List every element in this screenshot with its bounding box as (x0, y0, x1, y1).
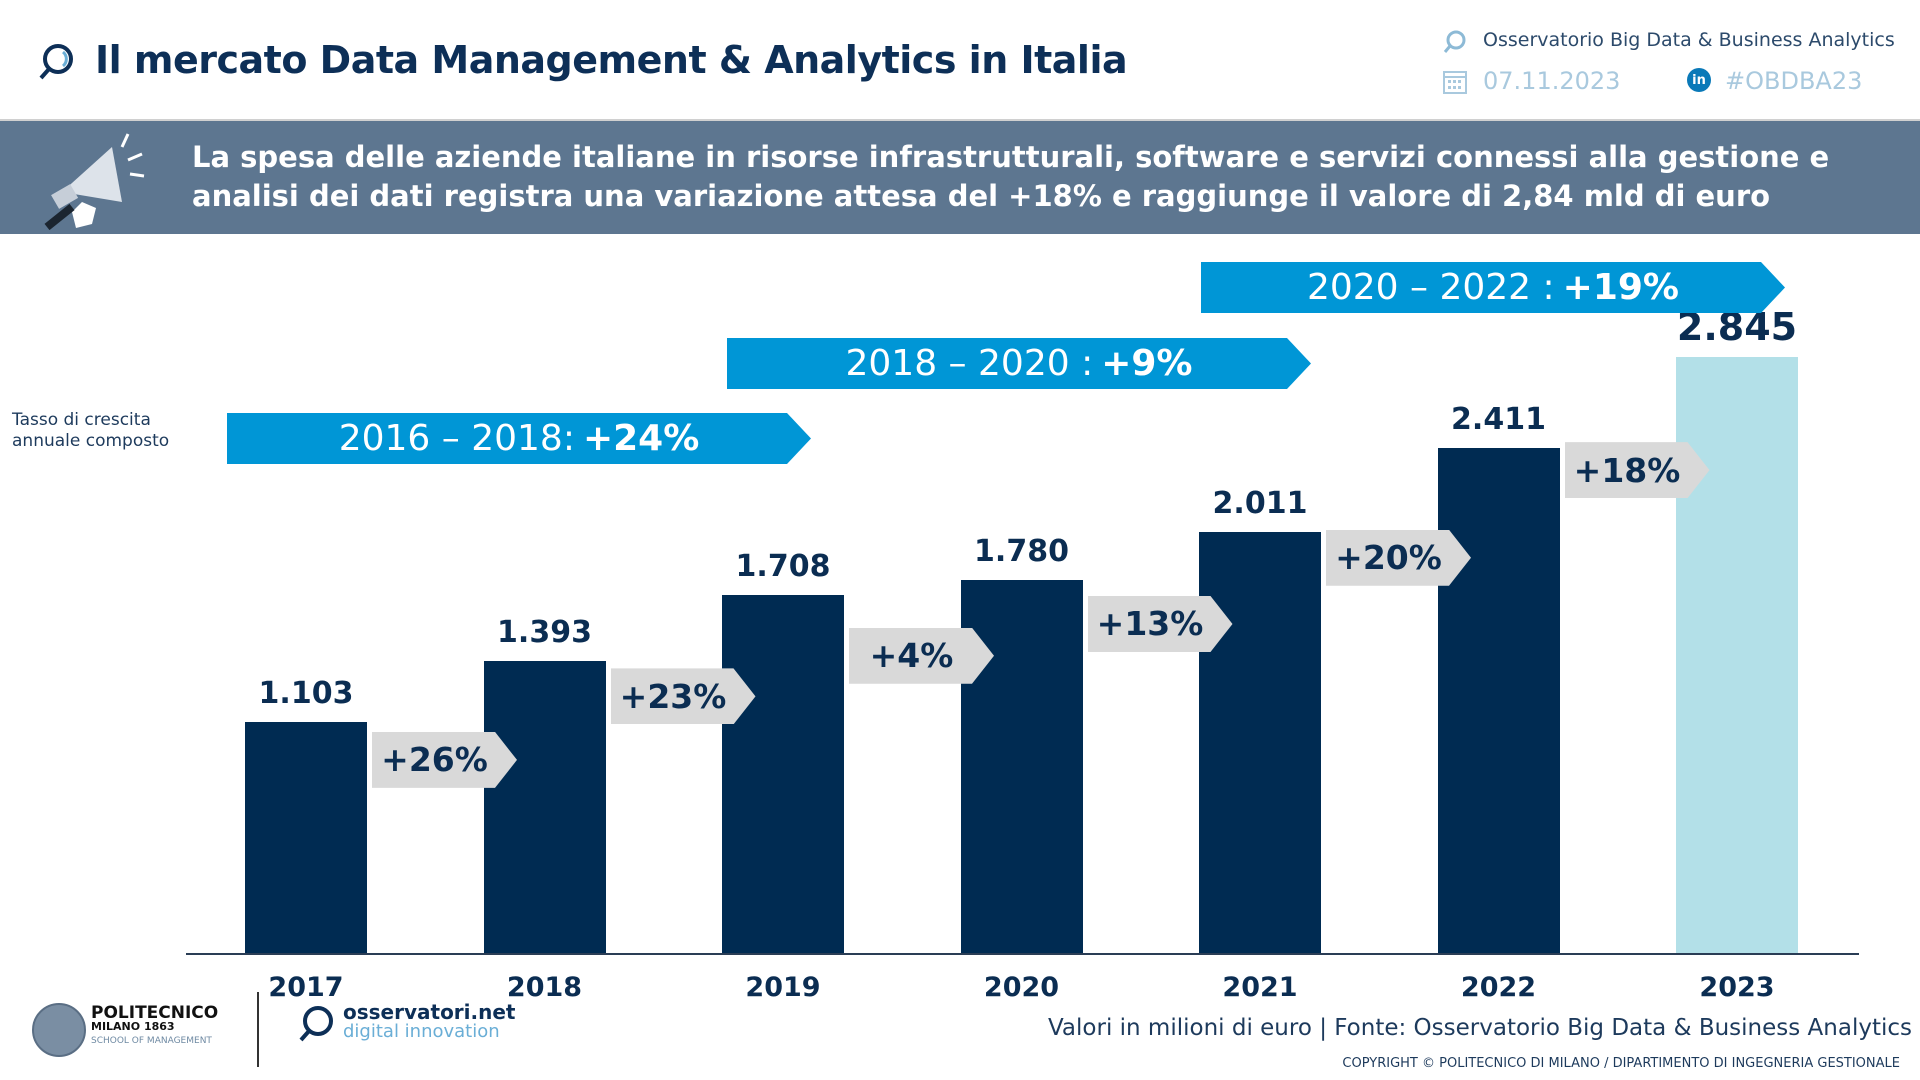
calendar-icon (1443, 71, 1467, 94)
growth-arrow: +26% (372, 732, 517, 788)
logo-line: POLITECNICO (91, 1003, 219, 1023)
banner-text: La spesa delle aziende italiane in risor… (192, 140, 1830, 213)
growth-arrow: +18% (1565, 442, 1710, 498)
cagr-value: +19% (1562, 267, 1680, 308)
magnifier-logo-icon (39, 44, 73, 80)
politecnico-logo: POLITECNICO MILANO 1863 SCHOOL OF MANAGE… (91, 1003, 219, 1048)
bar-2019 (722, 595, 844, 954)
megaphone-icon (44, 133, 145, 231)
banner (0, 121, 1920, 234)
cagr-arrow: 2020 – 2022 : +19% (1201, 262, 1785, 313)
source-note: Valori in milioni di euro | Fonte: Osser… (1047, 1015, 1912, 1041)
osservatori-logo-icon (299, 1006, 333, 1042)
cagr-period: 2018 – 2020 : (845, 343, 1094, 384)
value-label: 1.393 (497, 615, 592, 651)
growth-arrow: +20% (1326, 530, 1471, 586)
growth-arrow: +23% (611, 668, 756, 724)
cagr-value: +24% (582, 418, 700, 459)
linkedin-icon[interactable]: in (1687, 68, 1711, 92)
politecnico-seal-logo (32, 1003, 86, 1057)
bar-2023 (1676, 356, 1798, 954)
header-divider (0, 119, 1920, 121)
cagr-arrow: 2016 – 2018: +24% (227, 413, 811, 464)
bar-2022 (1437, 447, 1560, 954)
cagr-value: +9% (1101, 343, 1193, 384)
year-label: 2023 (1699, 972, 1775, 1003)
year-label: 2018 (506, 972, 583, 1003)
logo-line: SCHOOL OF MANAGEMENT (91, 1036, 212, 1046)
observatory-icon (1443, 30, 1466, 53)
logo-line: osservatori.net (343, 1000, 516, 1024)
page-title: Il mercato Data Management & Analytics i… (95, 38, 1128, 82)
osservatori-logo: osservatori.net digital innovation (343, 1002, 516, 1042)
bar-2017 (245, 722, 367, 954)
cagr-period: 2020 – 2022 : (1306, 267, 1555, 308)
date: 07.11.2023 (1483, 67, 1621, 95)
logo-line: digital innovation (343, 1021, 500, 1042)
x-axis-line (186, 953, 1859, 955)
cagr-period: 2016 – 2018: (338, 418, 575, 459)
value-label: 2.011 (1212, 485, 1308, 521)
year-label: 2021 (1222, 972, 1298, 1003)
observatory-name: Osservatorio Big Data & Business Analyti… (1483, 29, 1895, 51)
cagr-arrow: 2018 – 2020 : +9% (727, 338, 1311, 389)
logo-line: MILANO 1863 (91, 1020, 175, 1033)
copyright: COPYRIGHT © POLITECNICO DI MILANO / DIPA… (1342, 1056, 1900, 1071)
value-label: 1.103 (258, 676, 354, 712)
year-label: 2017 (268, 972, 344, 1003)
bar-2021 (1199, 531, 1321, 954)
bar-2020 (960, 580, 1083, 954)
cagr-label: Tasso di crescita annuale composto (12, 410, 170, 451)
value-label: 1.708 (735, 549, 831, 585)
value-label: 2.411 (1451, 401, 1546, 437)
growth-arrow: +4% (849, 628, 994, 684)
bar-2018 (483, 661, 606, 954)
growth-arrow: +13% (1088, 596, 1233, 652)
value-label: 1.780 (974, 534, 1069, 570)
year-label: 2019 (745, 972, 821, 1003)
logo-divider (257, 992, 259, 1067)
year-label: 2022 (1460, 972, 1537, 1003)
year-label: 2020 (983, 972, 1060, 1003)
hashtag: #OBDBA23 (1725, 67, 1863, 95)
